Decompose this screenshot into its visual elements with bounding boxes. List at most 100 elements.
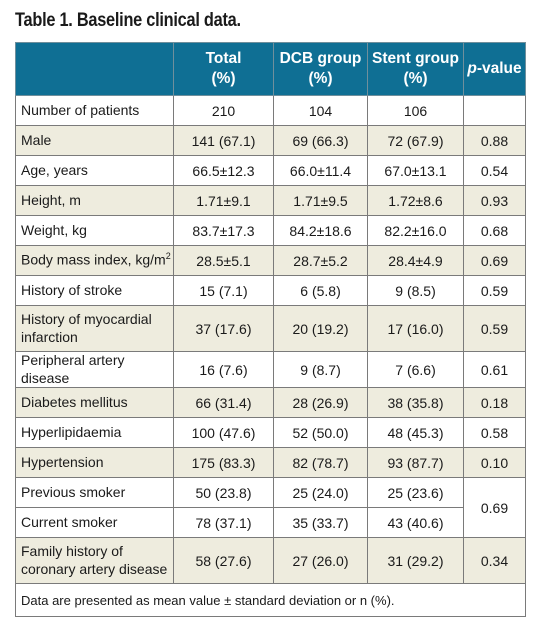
cell-p-value: 0.93 [463,185,526,216]
cell-dcb: 6 (5.8) [273,275,368,306]
row-label: Diabetes mellitus [15,387,174,418]
row-label: Number of patients [15,95,174,126]
cell-total: 66.5±12.3 [173,155,274,186]
cell-stent: 17 (16.0) [367,305,464,352]
table-row: Hyperlipidaemia 100 (47.6) 52 (50.0) 48 … [15,417,526,448]
header-stent: Stent group (%) [367,42,464,96]
cell-stent: 67.0±13.1 [367,155,464,186]
table-row: Age, years 66.5±12.3 66.0±11.4 67.0±13.1… [15,155,526,186]
cell-stent: 82.2±16.0 [367,215,464,246]
cell-p-value: 0.18 [463,387,526,418]
cell-stent: 25 (23.6) [367,477,464,508]
cell-total: 78 (37.1) [173,507,274,538]
table-row: History of myocardial infarction 37 (17.… [15,305,526,352]
table-row: Current smoker 78 (37.1) 35 (33.7) 43 (4… [15,507,526,538]
cell-stent: 72 (67.9) [367,125,464,156]
table-row: Hypertension 175 (83.3) 82 (78.7) 93 (87… [15,447,526,478]
baseline-clinical-data-table: Total (%) DCB group (%) Stent group (%) … [15,42,526,617]
table-row: Weight, kg 83.7±17.3 84.2±18.6 82.2±16.0… [15,215,526,246]
row-label: Peripheral artery disease [15,351,174,388]
table-row: Previous smoker 50 (23.8) 25 (24.0) 25 (… [15,477,526,538]
cell-total: 16 (7.6) [173,351,274,388]
row-label: Family history of coronary artery diseas… [15,537,174,584]
cell-stent: 9 (8.5) [367,275,464,306]
header-stent-line2: (%) [403,70,428,87]
cell-dcb: 9 (8.7) [273,351,368,388]
cell-dcb: 52 (50.0) [273,417,368,448]
header-p-rest: -value [476,59,522,77]
cell-dcb: 84.2±18.6 [273,215,368,246]
cell-p-value: 0.34 [463,537,526,584]
cell-p-value [463,95,526,126]
cell-stent: 48 (45.3) [367,417,464,448]
row-label: Previous smoker [15,477,174,508]
table-row: Height, m 1.71±9.1 1.71±9.5 1.72±8.6 0.9… [15,185,526,216]
table-row: Family history of coronary artery diseas… [15,537,526,584]
cell-total: 50 (23.8) [173,477,274,508]
cell-stent: 106 [367,95,464,126]
row-label: Hypertension [15,447,174,478]
row-label: Current smoker [15,507,174,538]
cell-p-value: 0.68 [463,215,526,246]
cell-p-value: 0.59 [463,275,526,306]
header-blank [15,42,174,96]
row-label: History of myocardial infarction [15,305,174,352]
cell-total: 58 (27.6) [173,537,274,584]
cell-dcb: 25 (24.0) [273,477,368,508]
cell-p-value: 0.10 [463,447,526,478]
cell-p-value: 0.58 [463,417,526,448]
table-row: Peripheral artery disease 16 (7.6) 9 (8.… [15,351,526,388]
cell-total: 37 (17.6) [173,305,274,352]
cell-p-value: 0.61 [463,351,526,388]
cell-dcb: 27 (26.0) [273,537,368,584]
cell-total: 15 (7.1) [173,275,274,306]
header-dcb: DCB group (%) [273,42,368,96]
table-row: Diabetes mellitus 66 (31.4) 28 (26.9) 38… [15,387,526,418]
table-footnote: Data are presented as mean value ± stand… [15,583,526,617]
row-label: Weight, kg [15,215,174,246]
cell-stent: 1.72±8.6 [367,185,464,216]
header-p-italic: p [467,59,477,77]
cell-dcb: 20 (19.2) [273,305,368,352]
cell-dcb: 28.7±5.2 [273,245,368,276]
cell-total: 1.71±9.1 [173,185,274,216]
row-label: History of stroke [15,275,174,306]
table-row: History of stroke 15 (7.1) 6 (5.8) 9 (8.… [15,275,526,306]
cell-dcb: 82 (78.7) [273,447,368,478]
header-stent-line1: Stent group [372,49,459,67]
cell-total: 66 (31.4) [173,387,274,418]
cell-total: 28.5±5.1 [173,245,274,276]
header-dcb-line2: (%) [308,70,333,87]
header-dcb-line1: DCB group [279,49,362,67]
header-total: Total (%) [173,42,274,96]
cell-total: 100 (47.6) [173,417,274,448]
cell-dcb: 66.0±11.4 [273,155,368,186]
cell-total: 175 (83.3) [173,447,274,478]
cell-p-value-merged: 0.69 [463,477,526,538]
cell-p-value: 0.69 [463,245,526,276]
row-label: Height, m [15,185,174,216]
header-p-value: p-value [463,42,526,96]
cell-stent: 38 (35.8) [367,387,464,418]
cell-dcb: 69 (66.3) [273,125,368,156]
row-label-superscript: 2 [165,251,171,262]
table-title: Table 1. Baseline clinical data. [15,10,241,31]
cell-total: 83.7±17.3 [173,215,274,246]
row-label: Body mass index, kg/m2 [15,245,174,276]
header-total-line1: Total [205,49,242,67]
footnote-row: Data are presented as mean value ± stand… [15,583,526,617]
cell-dcb: 1.71±9.5 [273,185,368,216]
cell-stent: 31 (29.2) [367,537,464,584]
cell-total: 141 (67.1) [173,125,274,156]
table-row: Number of patients 210 104 106 [15,95,526,126]
cell-stent: 43 (40.6) [367,507,464,538]
cell-total: 210 [173,95,274,126]
cell-p-value: 0.59 [463,305,526,352]
cell-dcb: 104 [273,95,368,126]
header-total-line2: (%) [211,70,236,87]
row-label-text: Body mass index, kg/m [21,252,166,269]
table-row: Male 141 (67.1) 69 (66.3) 72 (67.9) 0.88 [15,125,526,156]
row-label: Age, years [15,155,174,186]
cell-dcb: 28 (26.9) [273,387,368,418]
row-label: Hyperlipidaemia [15,417,174,448]
